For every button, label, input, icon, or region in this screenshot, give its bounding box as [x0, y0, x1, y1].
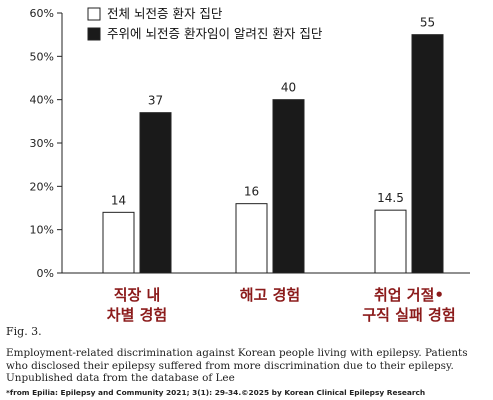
y-tick-label: 10% [30, 224, 54, 237]
bar-chart: 0% 10% 20% 30% 40% 50% 60% 14 16 14.5 37 40 55 전체 뇌… [30, 6, 470, 322]
bar-disclosed-patients [411, 34, 444, 274]
y-tick-label: 40% [30, 94, 54, 107]
bar-all-patients [235, 203, 268, 274]
bar-disclosed-patients [272, 99, 305, 274]
category-label: 차별 경험 [107, 306, 167, 322]
y-tick-label: 50% [30, 50, 54, 63]
data-label: 14 [111, 193, 126, 207]
y-tick-label: 20% [30, 180, 54, 193]
y-tick-label: 30% [30, 137, 54, 150]
source-note: *from Epilia: Epilepsy and Community 202… [6, 388, 426, 397]
data-label: 16 [244, 185, 259, 199]
category-labels: 직장 내차별 경험 해고 경험 취업 거절• 구직 실패 경험 [107, 286, 456, 322]
data-label: 37 [148, 94, 163, 108]
category-label: 직장 내 [114, 286, 161, 304]
y-tick-label: 60% [30, 7, 54, 20]
bar-all-patients [102, 211, 135, 274]
legend-label: 주위에 뇌전증 환자임이 알려진 환자 집단 [107, 26, 323, 41]
bars: 14 16 14.5 37 40 55 [102, 16, 444, 274]
data-label: 40 [281, 81, 296, 95]
data-label: 14.5 [377, 191, 404, 205]
legend-swatch [87, 27, 101, 41]
category-label: 해고 경험 [240, 286, 300, 304]
data-label: 55 [420, 16, 435, 30]
figure-label: Fig. 3. [6, 325, 42, 338]
bar-all-patients [374, 209, 407, 274]
category-label: 구직 실패 경험 [362, 306, 455, 322]
bar-disclosed-patients [139, 112, 172, 274]
legend-swatch [87, 7, 101, 21]
category-label: 취업 거절• [374, 286, 444, 304]
y-tick-label: 0% [37, 267, 54, 280]
legend-label: 전체 뇌전증 환자 집단 [107, 6, 223, 21]
figure-caption: Employment-related discrimination agains… [6, 347, 468, 385]
